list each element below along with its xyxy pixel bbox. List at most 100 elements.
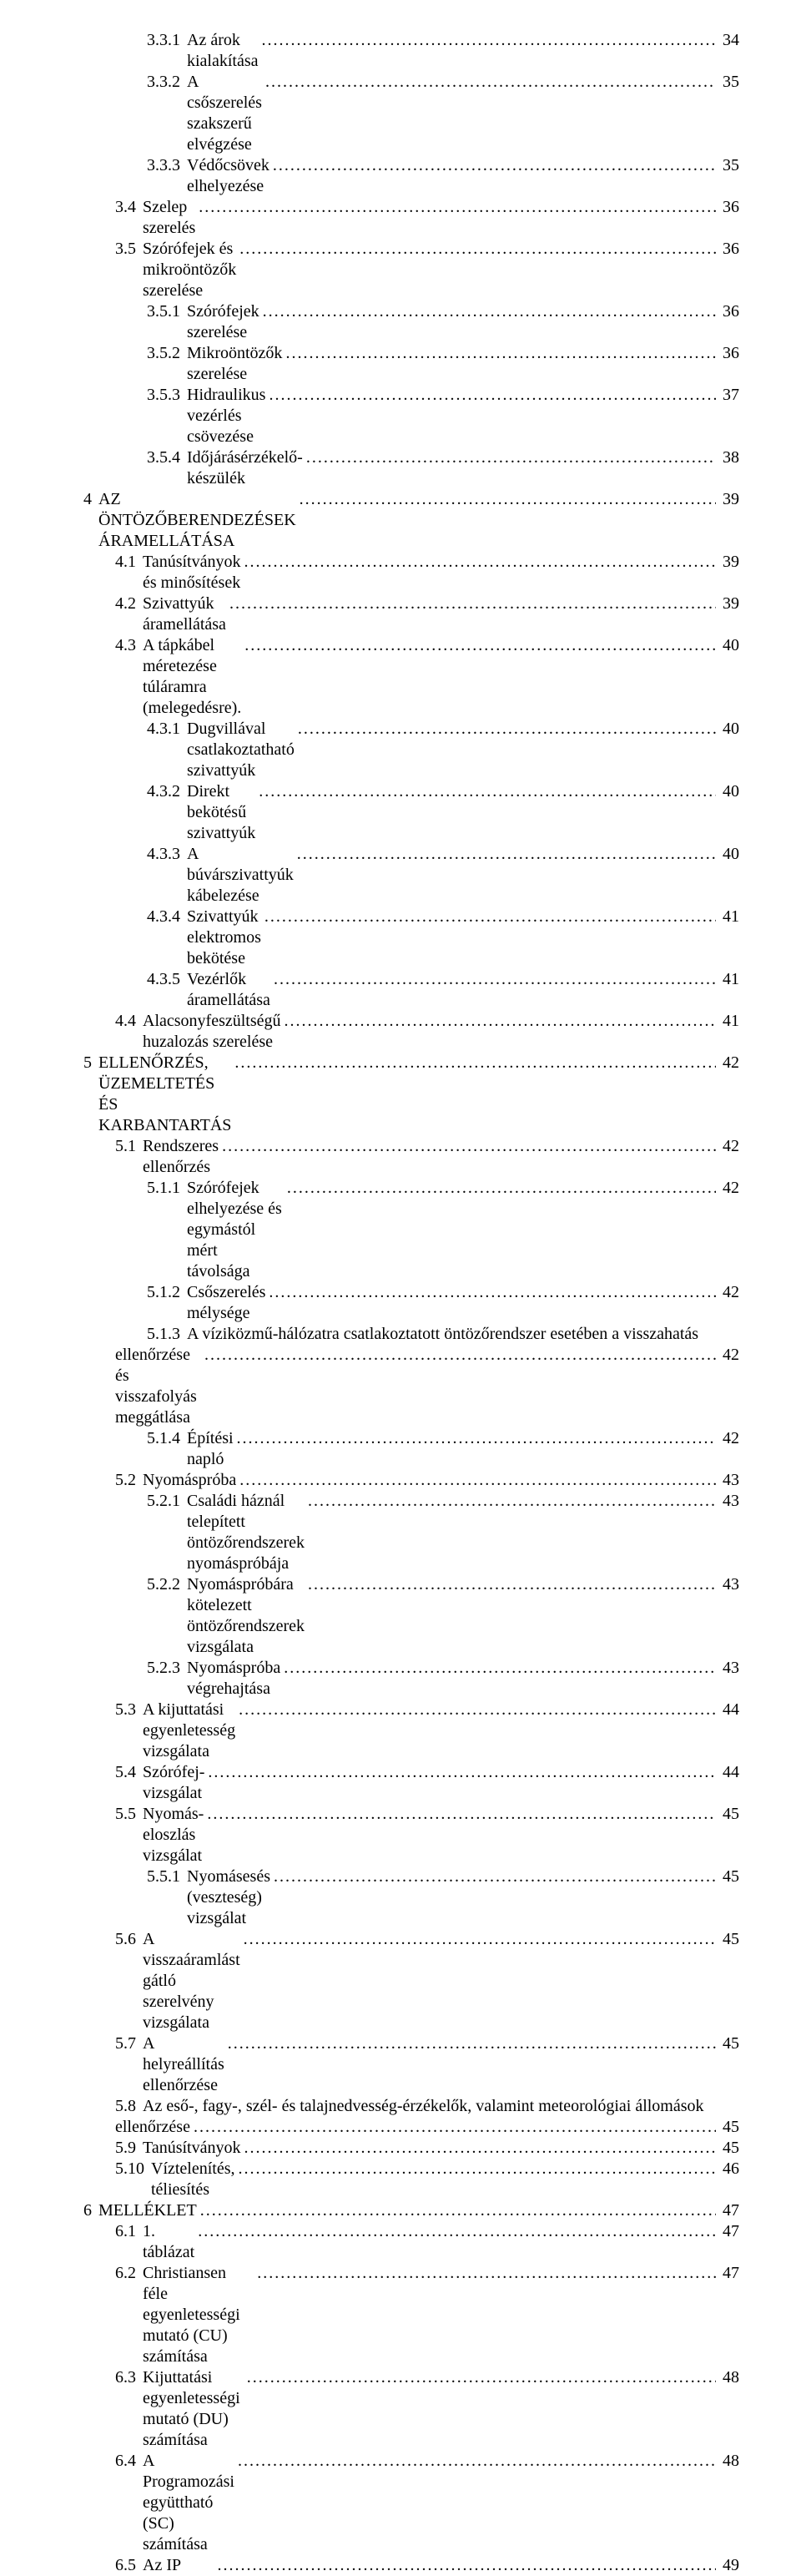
toc-entry-page: 39: [719, 489, 739, 510]
toc-entry-title: Az eső-, fagy-, szél- és talajnedvesség-…: [143, 2096, 704, 2117]
toc-entry: 3.3.1Az árok kialakítása34: [83, 30, 739, 72]
toc-entry-page: 40: [719, 781, 739, 802]
toc-entry: 3.5.4Időjárásérzékelő-készülék38: [83, 447, 739, 489]
toc-entry-page: 42: [719, 1178, 739, 1199]
toc-entry-page: 39: [719, 552, 739, 573]
toc-entry: 5.9Tanúsítványok45: [83, 2138, 739, 2159]
toc-entry-title: Szórófejek és mikroöntözők szerelése: [143, 239, 236, 301]
toc-entry: 5.5.1Nyomásesés (veszteség) vizsgálat45: [83, 1866, 739, 1929]
toc-leader: [239, 1700, 716, 1720]
toc-leader: [257, 2263, 716, 2284]
toc-entry-number: 5.2.1: [147, 1491, 187, 1512]
toc-entry-title: MELLÉKLET: [98, 2200, 197, 2221]
toc-entry-page: 36: [719, 343, 739, 364]
toc-entry: 5ELLENŐRZÉS, ÜZEMELTETÉS ÉS KARBANTARTÁS…: [83, 1053, 739, 1136]
toc-entry: 5.5Nyomás-eloszlás vizsgálat45: [83, 1804, 739, 1866]
toc-entry-title: Időjárásérzékelő-készülék: [187, 447, 303, 489]
toc-entry-number: 3.5.2: [147, 343, 187, 364]
toc-entry: 6.4A Programozási együttható (SC) számít…: [83, 2451, 739, 2555]
toc-leader: [247, 2367, 716, 2388]
toc-leader: [285, 1011, 716, 1032]
toc-leader: [263, 301, 716, 322]
toc-entry-number: 3.5.1: [147, 301, 187, 322]
toc-entry-number: 5.5: [115, 1804, 143, 1825]
toc-entry-page: 40: [719, 719, 739, 740]
toc-entry-title: Hidraulikus vezérlés csövezése: [187, 385, 265, 447]
toc-entry: 5.1Rendszeres ellenőrzés42: [83, 1136, 739, 1178]
toc-entry-page: 47: [719, 2200, 739, 2221]
toc-entry-title: Védőcsövek elhelyezése: [187, 155, 270, 197]
toc-entry-page: 43: [719, 1470, 739, 1491]
toc-entry-page: 42: [719, 1428, 739, 1449]
toc-entry-page: 34: [719, 30, 739, 51]
toc-entry: 4.4Alacsonyfeszültségű huzalozás szerelé…: [83, 1011, 739, 1053]
toc-entry-number: 6.4: [115, 2451, 143, 2472]
toc-entry-line1: 5.1.3A víziközmű-hálózatra csatlakoztato…: [83, 1324, 739, 1345]
toc-entry-number: 4.3.5: [147, 969, 187, 990]
toc-entry-number: 5.1: [115, 1136, 143, 1157]
toc-leader: [297, 844, 716, 865]
toc-leader: [199, 197, 716, 218]
toc-entry-page: 42: [719, 1282, 739, 1303]
toc-entry-title: A tápkábel méretezése túláramra (meleged…: [143, 635, 241, 719]
toc-entry-number: 3.4: [115, 197, 143, 218]
toc-entry-number: 6: [83, 2200, 98, 2221]
toc-leader: [308, 1574, 716, 1595]
toc-leader: [265, 72, 716, 93]
toc-leader: [259, 781, 716, 802]
toc-leader: [239, 1470, 716, 1491]
toc-entry-page: 37: [719, 385, 739, 406]
toc-leader: [194, 2117, 716, 2138]
toc-entry: 6.3Kijuttatási egyenletességi mutató (DU…: [83, 2367, 739, 2451]
toc-entry-title: A víziközmű-hálózatra csatlakoztatott ön…: [187, 1324, 698, 1345]
toc-entry: 3.3.3Védőcsövek elhelyezése35: [83, 155, 739, 197]
toc-entry: 5.2.1Családi háznál telepített öntözőren…: [83, 1491, 739, 1574]
toc-leader: [269, 385, 716, 406]
toc-leader: [207, 1804, 716, 1825]
toc-entry-number: 5: [83, 1053, 98, 1073]
toc-leader: [269, 1282, 716, 1303]
toc-entry-page: 45: [719, 1866, 739, 1887]
toc-entry-number: 4.3: [115, 635, 143, 656]
toc-entry-title: A Programozási együttható (SC) számítása: [143, 2451, 234, 2555]
toc-leader: [208, 1762, 716, 1783]
toc-entry-number: 6.1: [115, 2221, 143, 2242]
toc-entry-page: 42: [719, 1345, 739, 1366]
toc-leader: [306, 447, 716, 468]
toc-entry-page: 40: [719, 635, 739, 656]
toc-entry: 4.3.5Vezérlők áramellátása41: [83, 969, 739, 1011]
toc-entry-number: 4.1: [115, 552, 143, 573]
toc-entry-line2: ellenőrzése és visszafolyás meggátlása42: [83, 1345, 739, 1428]
toc-leader: [198, 2221, 716, 2242]
toc-entry-page: 42: [719, 1136, 739, 1157]
toc-entry-page: 45: [719, 2033, 739, 2054]
toc-entry-line1: 5.8Az eső-, fagy-, szél- és talajnedvess…: [83, 2096, 739, 2117]
toc-entry: 5.2Nyomáspróba43: [83, 1470, 739, 1491]
toc-entry-title: A kijuttatási egyenletesség vizsgálata: [143, 1700, 235, 1762]
toc-entry: 4.3.4Szivattyúk elektromos bekötése41: [83, 907, 739, 969]
toc-leader: [287, 1178, 716, 1199]
toc-entry-number: 5.2.2: [147, 1574, 187, 1595]
toc-entry-page: 45: [719, 1929, 739, 1950]
toc-leader: [200, 2200, 716, 2221]
toc-entry-number: 4: [83, 489, 98, 510]
toc-entry-title: Nyomásesés (veszteség) vizsgálat: [187, 1866, 270, 1929]
toc-entry-title: Szivattyúk elektromos bekötése: [187, 907, 261, 969]
toc-entry-title-cont: ellenőrzése: [115, 2117, 190, 2138]
toc-entry: 6MELLÉKLET 47: [83, 2200, 739, 2221]
toc-entry-number: 6.2: [115, 2263, 143, 2284]
toc-entry-title: Családi háznál telepített öntözőrendszer…: [187, 1491, 305, 1574]
toc-entry-page: 43: [719, 1574, 739, 1595]
toc-entry-title: Tanúsítványok és minősítések: [143, 552, 240, 593]
toc-leader: [244, 635, 716, 656]
toc-entry-title: AZ ÖNTÖZŐBERENDEZÉSEK ÁRAMELLÁTÁSA: [98, 489, 296, 552]
toc-entry-title: A csőszerelés szakszerű elvégzése: [187, 72, 262, 155]
toc-entry-title: A búvárszivattyúk kábelezése: [187, 844, 294, 907]
toc-entry-line2: ellenőrzése 45: [83, 2117, 739, 2138]
toc-entry-page: 45: [719, 2117, 739, 2138]
toc-leader: [273, 155, 716, 176]
toc-leader: [298, 719, 716, 740]
toc-entry-number: 4.2: [115, 593, 143, 614]
toc-entry-number: 6.5: [115, 2555, 143, 2576]
toc-entry-title: Alacsonyfeszültségű huzalozás szerelése: [143, 1011, 281, 1053]
